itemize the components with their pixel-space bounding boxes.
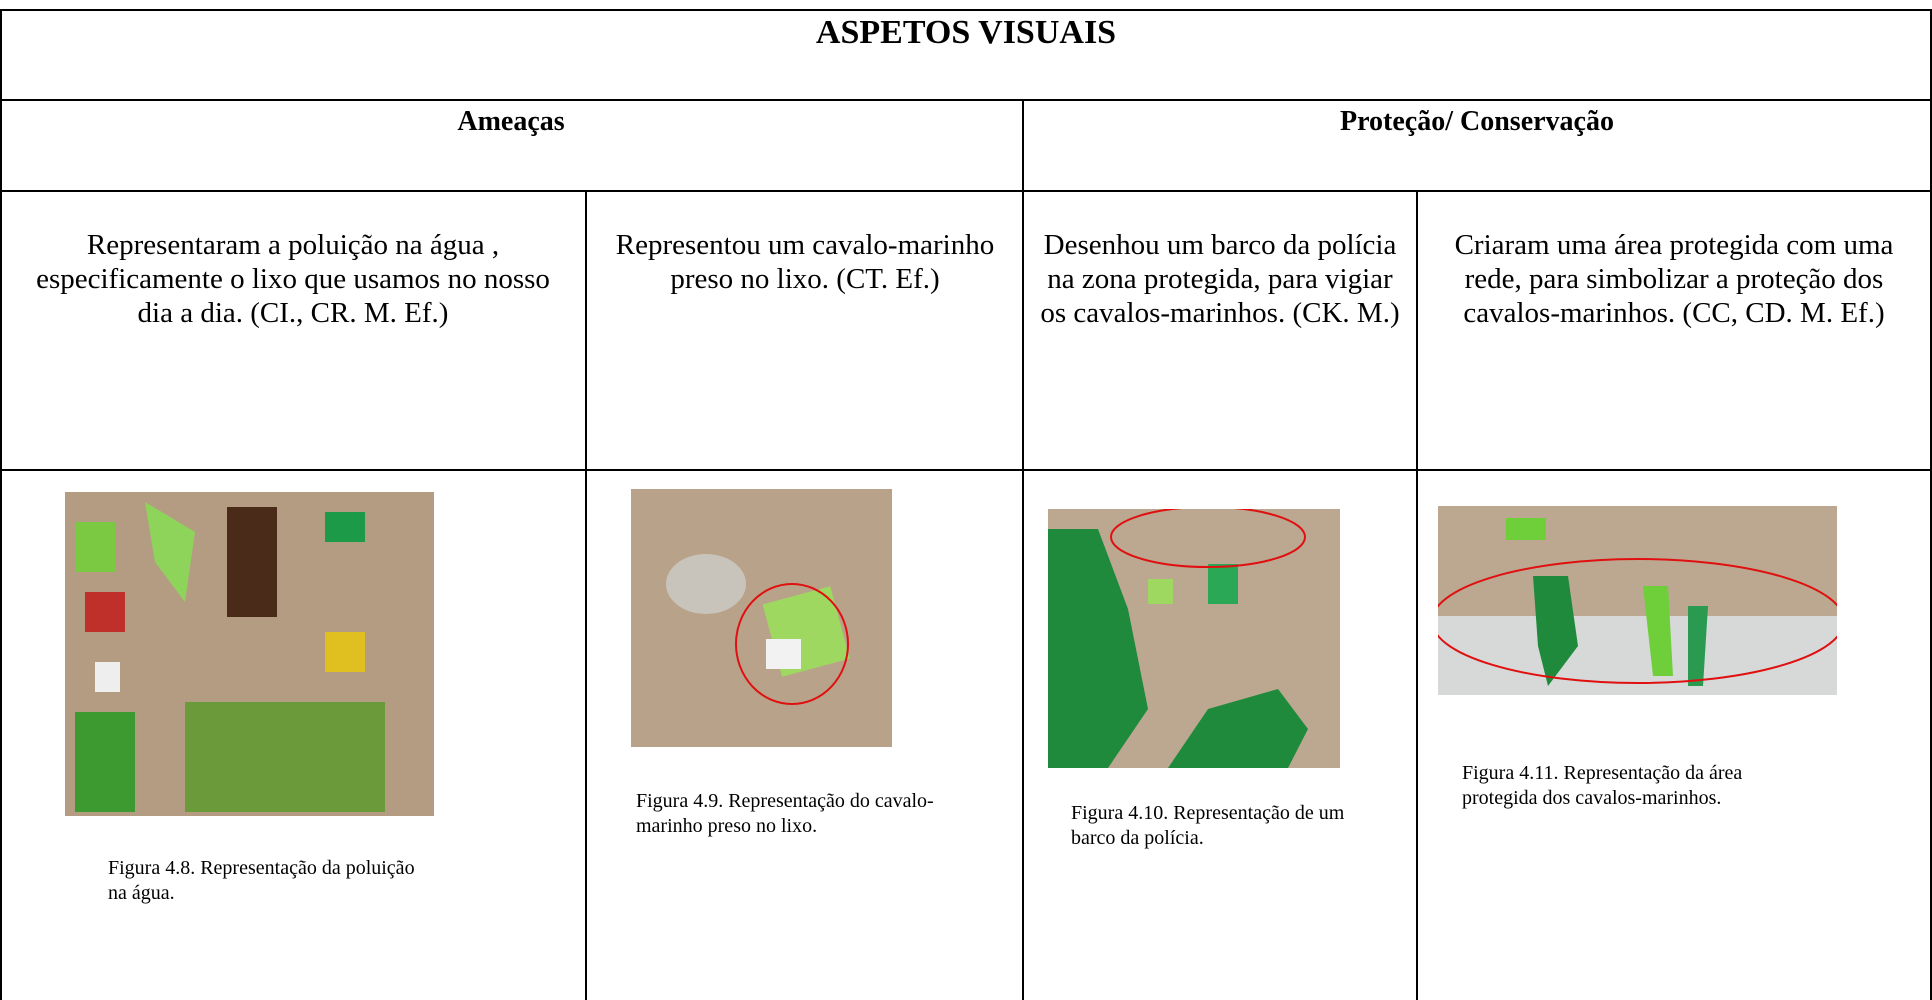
border — [0, 469, 1932, 471]
caption: Figura 4.8. Representação da poluição na… — [108, 857, 415, 904]
border — [0, 190, 1932, 192]
border — [0, 99, 1932, 101]
description: Criaram uma área protegida com uma rede,… — [1454, 229, 1894, 329]
caption: Figura 4.10. Representação de um barco d… — [1071, 802, 1345, 849]
description: Desenhou um barco da polícia na zona pro… — [1040, 229, 1400, 329]
caption: Figura 4.9. Representação do cavalo-mari… — [636, 790, 934, 837]
description: Representaram a poluição na água , espec… — [36, 229, 550, 329]
photo — [631, 489, 892, 747]
photo — [1438, 506, 1837, 695]
border — [1416, 190, 1418, 1000]
photo — [1048, 509, 1340, 768]
photo — [65, 492, 434, 816]
border — [1022, 99, 1024, 1000]
section-header: Proteção/ Conservação — [1340, 106, 1614, 137]
caption: Figura 4.11. Representação da área prote… — [1462, 762, 1743, 809]
border — [585, 190, 587, 1000]
title: ASPETOS VISUAIS — [815, 14, 1117, 51]
border — [0, 9, 2, 1000]
border — [1930, 9, 1932, 1000]
description: Representou um cavalo-marinho preso no l… — [615, 229, 995, 295]
border — [0, 9, 1932, 11]
section-header: Ameaças — [457, 106, 565, 137]
